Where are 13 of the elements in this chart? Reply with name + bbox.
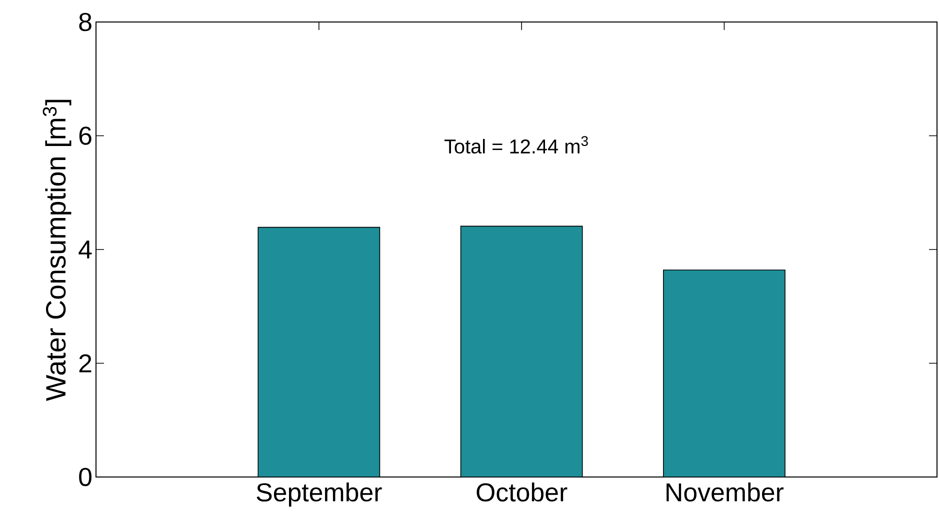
bar xyxy=(663,270,786,477)
y-tick-label: 4 xyxy=(78,240,92,258)
x-tick-label: September xyxy=(256,482,382,507)
bar xyxy=(460,226,583,477)
y-tick-label: 2 xyxy=(79,354,92,372)
y-tick-label: 0 xyxy=(79,468,92,486)
y-tick-label: 8 xyxy=(79,12,92,32)
y-axis-title: Water Consumption [m$^{3}$] xyxy=(42,100,72,402)
y-tick-label: 6 xyxy=(79,126,92,145)
x-tick-label: November xyxy=(666,482,784,502)
x-tick-label: October xyxy=(476,482,568,502)
annotation: Total = 12.44 m$^{3}$ xyxy=(444,136,588,154)
bar xyxy=(258,226,380,477)
